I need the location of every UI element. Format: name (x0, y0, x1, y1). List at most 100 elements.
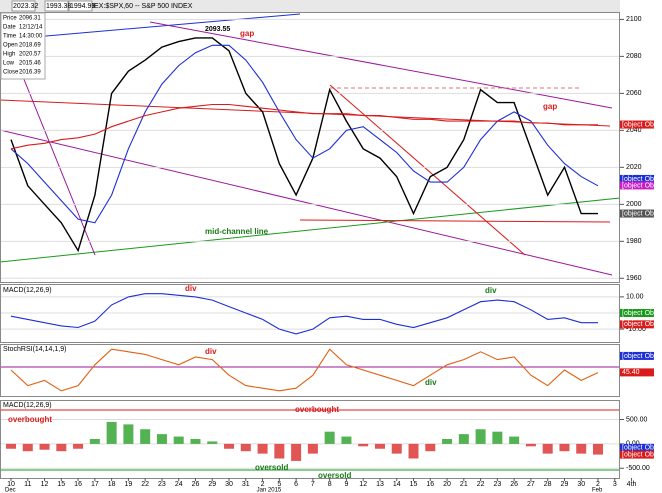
histogram-bar (156, 434, 167, 444)
x-tick-label: 13 (376, 481, 384, 488)
x-tick-label: 2 (596, 481, 600, 488)
x-tick-label: 7 (311, 481, 315, 488)
header-box (68, 0, 93, 12)
x-tick-label: 30 (577, 481, 585, 488)
info-label: Close (3, 70, 19, 76)
y-tick-label: 2020 (626, 164, 642, 171)
value-tag-label: [object Object] (622, 321, 662, 328)
x-tick-label: 16 (74, 481, 82, 488)
histogram-bar (123, 424, 134, 444)
histogram-bar (593, 443, 603, 455)
series-line (10, 348, 599, 392)
histogram-bar (475, 429, 486, 444)
x-tick-label: 15 (410, 481, 418, 488)
value-tag-label: [object Object] (622, 210, 662, 217)
x-tick-label: 21 (460, 481, 468, 488)
header-value: 1993.38 (46, 3, 71, 10)
y-tick-label: 2000 (626, 201, 642, 208)
x-tick-label: 22 (477, 481, 485, 488)
x-tick-label: 18 (108, 481, 116, 488)
x-tick-label: 14 (393, 481, 401, 488)
x-tick-label: 27 (527, 481, 535, 488)
histogram-bar (73, 443, 84, 449)
trend-lines (0, 13, 621, 471)
histogram-bar (140, 429, 151, 444)
value-tag (620, 450, 654, 459)
header-box (44, 0, 69, 12)
info-value: 12/12/14 (19, 25, 43, 31)
histogram-bar (240, 443, 251, 452)
histogram-bar (425, 443, 436, 452)
header-value: 2023.32 (13, 3, 38, 10)
x-tick-label: 17 (91, 481, 99, 488)
annotation: overbought (8, 415, 52, 424)
x-tick-label: 3 (613, 481, 617, 488)
histogram-bar (324, 431, 335, 444)
annotation: div (425, 378, 437, 387)
x-tick-label: 26 (192, 481, 200, 488)
panel-frames (0, 12, 620, 479)
info-label: Open (3, 43, 18, 49)
histogram-bar (56, 443, 67, 452)
series-line (10, 103, 598, 150)
value-tag (620, 209, 654, 218)
x-group-label: Jan 2015 (257, 488, 282, 493)
value-tag (620, 181, 654, 190)
histogram-bar (22, 443, 33, 452)
histogram-bar (525, 443, 536, 447)
histogram-bar (374, 443, 385, 449)
header-value: 1994.99 (70, 3, 95, 10)
x-tick-label: 11 (24, 481, 31, 488)
annotation: mid-channel line (205, 227, 269, 236)
value-tag (620, 120, 654, 129)
x-tick-label: 24 (175, 481, 183, 488)
annotation: div (485, 286, 497, 295)
histogram-bar (509, 436, 520, 444)
histogram-bar (173, 436, 184, 444)
value-tag (620, 320, 654, 329)
histogram-bar (291, 443, 302, 461)
panel-title: MACD(12,26,9) (3, 402, 52, 409)
y-tick-label: 2060 (626, 90, 642, 97)
info-label: High (3, 52, 15, 58)
series-line (10, 293, 598, 335)
info-value: 2015.46 (19, 61, 41, 67)
info-box (0, 12, 46, 80)
histogram-bar (39, 443, 50, 450)
panel-frame (0, 284, 620, 343)
value-tag (620, 308, 654, 317)
y-tick-label: -10.00 (626, 326, 646, 333)
x-tick-label: 23 (158, 481, 166, 488)
histogram-bar (408, 443, 419, 459)
value-tag-label: [object Object] (622, 182, 662, 189)
info-value: 2016.39 (19, 70, 41, 76)
info-value: 2018.69 (19, 43, 41, 49)
y-tick-label: -500.00 (626, 465, 650, 472)
histogram-bar (458, 434, 469, 444)
info-value: 2096.31 (19, 16, 41, 22)
x-tick-label: 20 (443, 481, 451, 488)
x-tick-label: 30 (225, 481, 233, 488)
info-label: Price (3, 16, 17, 22)
histogram-bar (224, 443, 235, 449)
x-group-label: Feb (592, 488, 603, 493)
value-tag-label: [object Object] (622, 353, 662, 360)
info-value: 14:30:00 (19, 34, 43, 40)
x-tick-label: 19 (125, 481, 133, 488)
annotation: overbought (295, 405, 339, 414)
annotation: div (205, 347, 217, 356)
y-tick-label: 2040 (626, 127, 642, 134)
trend-line (0, 13, 301, 41)
x-tick-label: 12 (41, 481, 49, 488)
x-tick-label: 29 (561, 481, 569, 488)
x-tick-label: 5 (277, 481, 281, 488)
info-label: Date (3, 25, 16, 31)
annotation: div (185, 284, 197, 293)
x-tick-label: 22 (141, 481, 149, 488)
x-tick-label: 4th (627, 481, 637, 488)
info-label: Low (3, 61, 15, 67)
x-tick-label: 9 (344, 481, 348, 488)
panel-frame (0, 12, 620, 283)
value-tag-label: 45.40 (622, 369, 640, 376)
